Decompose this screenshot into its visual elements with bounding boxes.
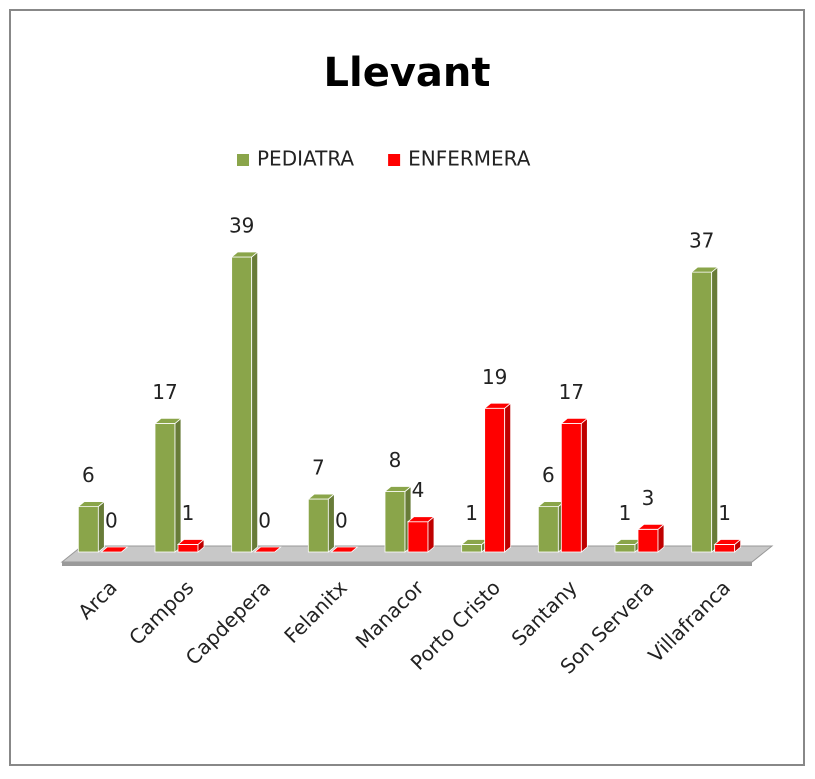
- bar-top: [560, 418, 589, 424]
- chart-title: Llevant: [324, 50, 491, 96]
- floor-edge: [62, 562, 752, 566]
- bar-side: [97, 500, 105, 553]
- bar: [330, 546, 359, 553]
- bar-front: [714, 544, 736, 553]
- bar: [230, 251, 259, 553]
- bar-front: [484, 407, 506, 553]
- legend-label: ENFERMERA: [408, 147, 531, 171]
- data-label: 3: [642, 486, 655, 510]
- bar-top: [713, 539, 742, 545]
- bar: [713, 538, 742, 553]
- bar: [460, 538, 489, 553]
- bar-top: [253, 546, 282, 553]
- bar-front: [461, 544, 483, 553]
- data-label: 0: [335, 509, 348, 533]
- data-label: 1: [465, 501, 478, 525]
- bar: [77, 500, 106, 553]
- data-label: 1: [182, 501, 195, 525]
- bar: [537, 500, 566, 553]
- bar-side: [711, 266, 719, 553]
- data-label: 4: [412, 478, 425, 502]
- bar-front: [560, 423, 582, 553]
- bar: [176, 538, 206, 553]
- bar-side: [327, 493, 335, 553]
- bar-top: [176, 539, 206, 545]
- bar-front: [614, 544, 636, 553]
- bar-top: [100, 546, 129, 553]
- bar-top: [636, 523, 666, 530]
- bar: [636, 523, 666, 553]
- data-label: 0: [258, 509, 271, 533]
- bar: [100, 546, 129, 553]
- bar-front: [231, 256, 253, 553]
- legend-swatch: [388, 154, 401, 166]
- bar-front: [384, 491, 406, 553]
- bar: [483, 402, 512, 553]
- bar-top: [406, 516, 436, 523]
- data-label: 6: [82, 463, 95, 487]
- bar: [690, 266, 719, 553]
- data-label: 1: [619, 501, 632, 525]
- bar-front: [154, 423, 176, 553]
- bar-front: [637, 528, 659, 553]
- bar-side: [504, 402, 512, 553]
- bar-top: [77, 501, 106, 508]
- bar: [613, 538, 643, 553]
- legend-swatch: [237, 154, 249, 166]
- bar-front: [307, 498, 329, 553]
- bar-top: [690, 266, 719, 273]
- bar-top: [483, 402, 512, 409]
- bar-top: [153, 418, 183, 424]
- data-label: 6: [542, 463, 555, 487]
- bar-front: [691, 271, 713, 553]
- bar-top: [230, 251, 259, 258]
- bar-front: [537, 506, 559, 553]
- bar-side: [427, 515, 435, 553]
- bar-side: [174, 417, 182, 553]
- legend-label: PEDIATRA: [257, 147, 354, 171]
- bar-front: [407, 521, 429, 553]
- bar-side: [580, 417, 588, 553]
- chart-frame: [9, 9, 805, 766]
- data-label: 37: [689, 229, 714, 253]
- bar: [307, 493, 336, 553]
- bar-front: [177, 544, 199, 553]
- data-label: 17: [152, 380, 177, 404]
- bar: [406, 515, 436, 553]
- data-label: 0: [105, 509, 118, 533]
- bar: [153, 417, 183, 553]
- data-label: 17: [559, 380, 584, 404]
- bar: [560, 417, 589, 553]
- bar-front: [77, 506, 99, 553]
- data-label: 7: [312, 456, 325, 480]
- bar: [253, 546, 282, 553]
- data-label: 1: [718, 501, 731, 525]
- data-label: 8: [389, 448, 402, 472]
- data-label: 19: [482, 365, 507, 389]
- bar-top: [307, 493, 336, 500]
- data-label: 39: [229, 214, 254, 238]
- bar-side: [251, 251, 259, 553]
- bar: [383, 485, 413, 553]
- bar-top: [383, 486, 413, 492]
- bar-top: [330, 546, 359, 553]
